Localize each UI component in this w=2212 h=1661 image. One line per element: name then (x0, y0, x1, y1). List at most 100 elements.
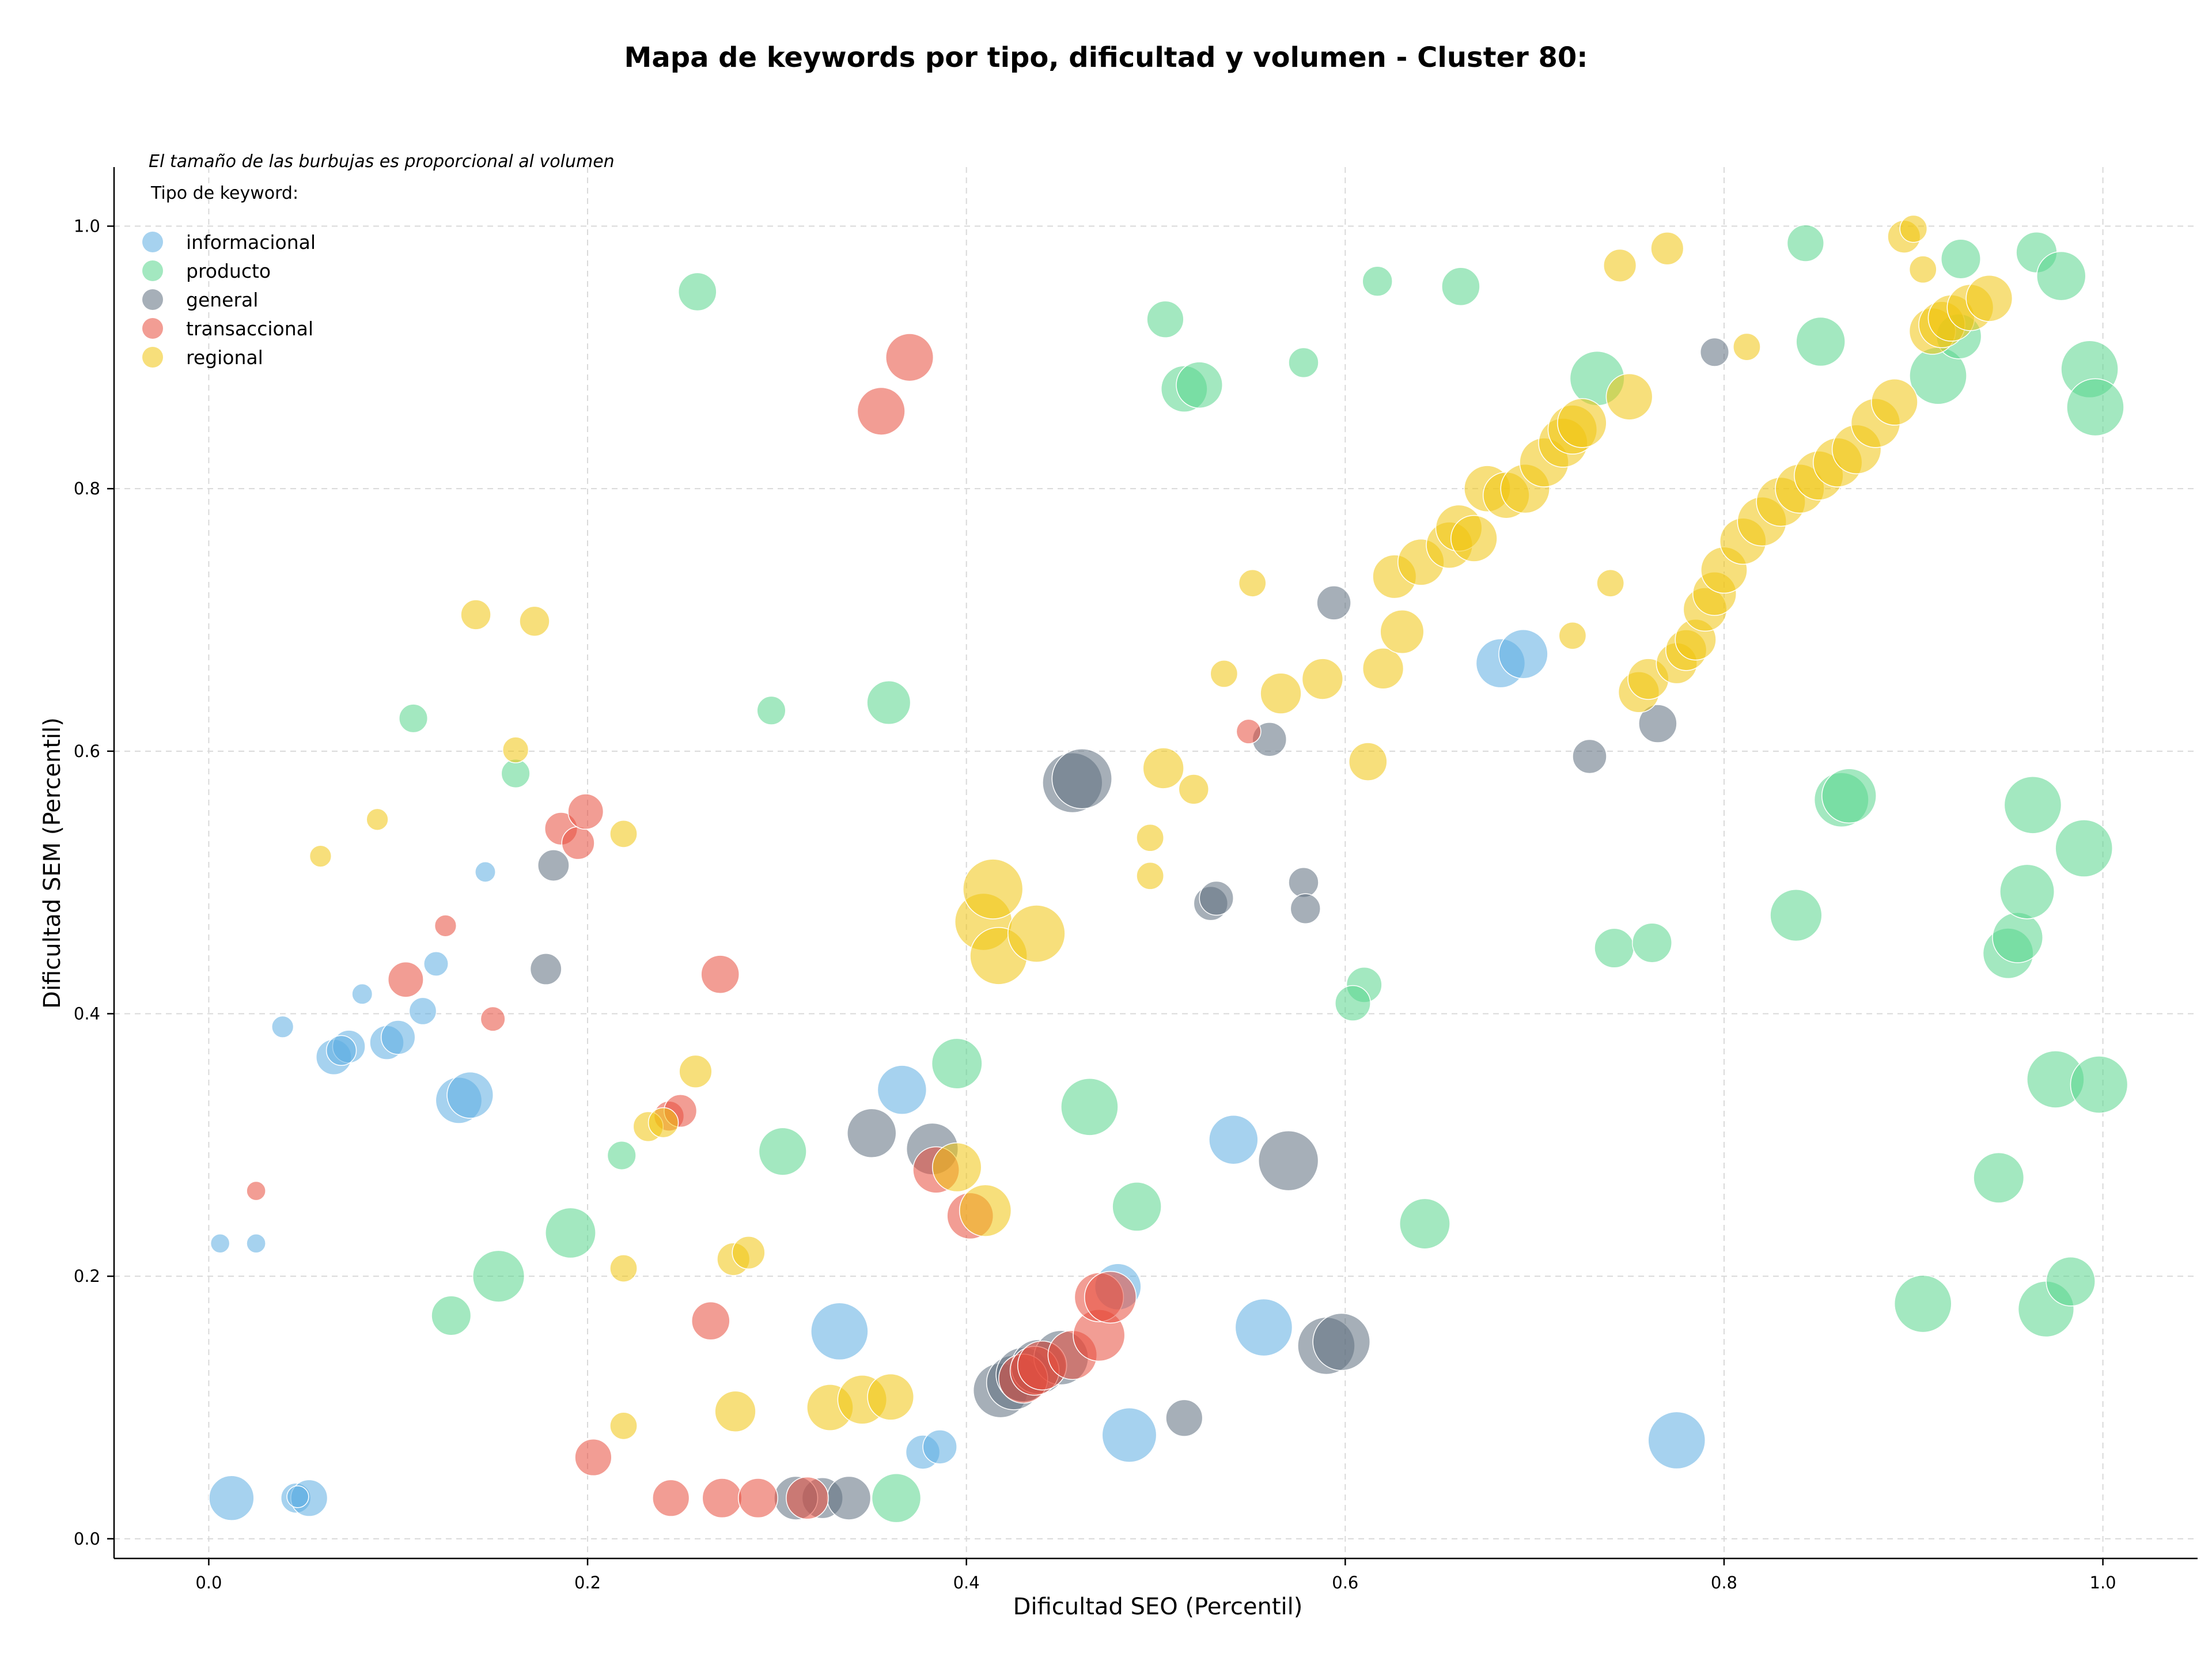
y-axis-label: Dificultad SEM (Percentil) (39, 717, 66, 1009)
transaccional-point (574, 1438, 612, 1477)
legend-items: informacional producto general transacciona… (142, 231, 316, 369)
general-point (1572, 739, 1607, 774)
producto-point (758, 1127, 807, 1176)
y-tick-label: 0.0 (74, 1529, 100, 1549)
general-point (847, 1108, 897, 1159)
producto-legend-marker (142, 260, 163, 281)
informacional-point (1209, 1114, 1259, 1165)
general-point (1165, 1399, 1203, 1437)
x-tick-label: 0.2 (574, 1573, 601, 1592)
transaccional-point (1084, 1271, 1137, 1324)
y-tick-label: 1.0 (74, 217, 100, 236)
transaccional-point (857, 387, 906, 436)
informacional-point (351, 983, 373, 1005)
producto-point (871, 1473, 922, 1523)
general-legend-marker (142, 289, 163, 310)
regional-point (1362, 648, 1404, 690)
regional-point (1871, 378, 1918, 426)
producto-point (399, 703, 429, 733)
transaccional-legend-marker (142, 318, 163, 339)
producto-point (1973, 1152, 2025, 1204)
producto-point (1112, 1182, 1162, 1232)
regional-point (1136, 861, 1164, 890)
regional-point (502, 736, 529, 763)
general-point (1316, 585, 1351, 620)
data-points (209, 214, 2128, 1523)
general-legend-label: general (186, 289, 258, 311)
producto-point (1999, 864, 2055, 920)
producto-point (756, 695, 786, 725)
regional-point (1605, 373, 1653, 421)
regional-point (1733, 332, 1761, 361)
general-point (1699, 337, 1730, 367)
informacional-point (922, 1429, 957, 1465)
regional-point (1260, 672, 1302, 714)
x-tick-label: 0.4 (953, 1573, 980, 1592)
chart-title: Mapa de keywords por tipo, dificultad y … (624, 41, 1588, 74)
producto-point (431, 1295, 472, 1336)
transaccional-point (652, 1479, 690, 1517)
transaccional-point (246, 1181, 266, 1201)
regional-point (1558, 622, 1587, 650)
informacional-point (1234, 1298, 1293, 1357)
producto-point (1796, 316, 1846, 367)
x-tick-label: 0.0 (195, 1573, 222, 1592)
regional-point (1650, 232, 1684, 266)
producto-point (1770, 889, 1823, 942)
transaccional-point (738, 1478, 778, 1519)
general-point (1638, 704, 1677, 743)
producto-point (472, 1250, 525, 1303)
informacional-point (810, 1302, 869, 1361)
informacional-point (271, 1015, 294, 1038)
general-point (1312, 1312, 1371, 1371)
regional-point (959, 1184, 1012, 1237)
transaccional-point (561, 826, 595, 860)
regional-point (1178, 774, 1209, 805)
informacional-point (380, 1020, 416, 1055)
producto-point (677, 272, 717, 312)
informacional-point (877, 1065, 927, 1115)
volume-note: El tamaño de las burbujas es proporciona… (149, 152, 615, 172)
informacional-point (1498, 629, 1548, 679)
informacional-point (1101, 1407, 1157, 1463)
x-axis-label: Dificultad SEO (Percentil) (1013, 1594, 1303, 1620)
regional-point (519, 606, 550, 637)
regional-point (1908, 255, 1937, 284)
general-point (529, 953, 562, 985)
regional-point (647, 1107, 679, 1138)
regional-point (963, 858, 1024, 920)
producto-legend-label: producto (186, 260, 271, 282)
transaccional-point (702, 1478, 743, 1519)
legend-title: Tipo de keyword: (150, 183, 298, 203)
regional-point (679, 1054, 713, 1088)
producto-point (2003, 775, 2062, 834)
regional-point (309, 845, 332, 868)
regional-point (1007, 905, 1066, 963)
grid (114, 167, 2198, 1558)
axes: 0.0 0.2 0.4 0.6 0.8 1.0 0.0 0.2 0.4 0.6 0.8 1.0 (74, 167, 2198, 1592)
producto-point (501, 759, 531, 789)
regional-point (609, 1254, 638, 1282)
general-point (827, 1475, 872, 1520)
producto-point (1632, 922, 1672, 963)
informacional-point (408, 997, 437, 1026)
general-point (1199, 880, 1234, 916)
regional-point (609, 820, 638, 848)
producto-point (2070, 1055, 2128, 1114)
regional-point (1450, 514, 1498, 562)
informacional-point (325, 1035, 357, 1066)
producto-point (1146, 300, 1184, 338)
transaccional-point (387, 961, 424, 998)
regional-point (714, 1390, 756, 1432)
producto-point (1060, 1077, 1119, 1136)
regional-point (1301, 658, 1344, 700)
producto-point (2036, 251, 2086, 301)
regional-legend-marker (142, 347, 163, 368)
producto-point (2066, 378, 2124, 437)
informacional-point (210, 1233, 230, 1254)
producto-point (1176, 361, 1223, 409)
transaccional-point (1236, 718, 1262, 744)
regional-point (1142, 747, 1184, 789)
regional-point (1965, 274, 2013, 322)
